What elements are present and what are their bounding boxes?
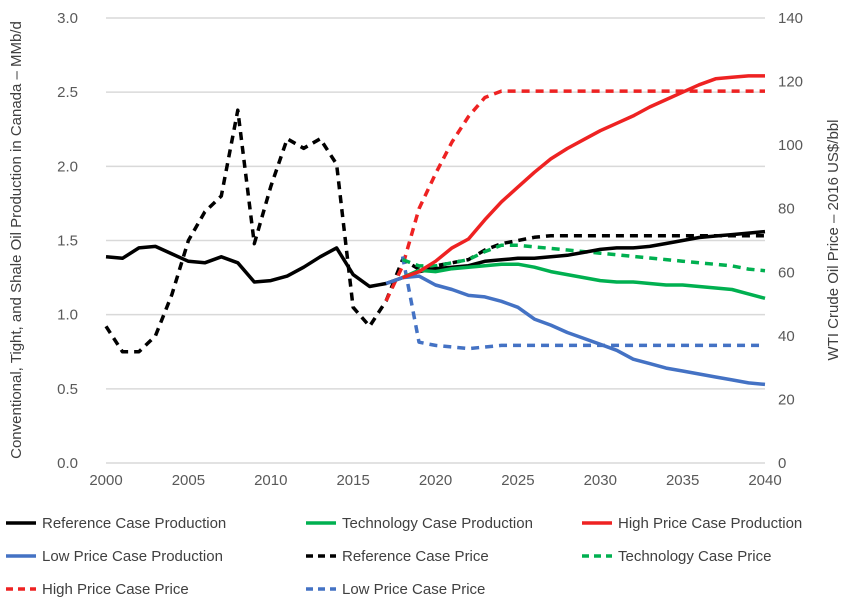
legend-item: Low Price Case Production [6, 548, 223, 565]
legend-label: Low Price Case Production [42, 548, 223, 565]
series-line-technology-case-production [401, 262, 766, 300]
legend-label: High Price Case Price [42, 581, 189, 598]
series-line-high-price-case-production [401, 74, 765, 280]
legend-label: High Price Case Production [618, 515, 802, 532]
x-axis-ticks: 2000 2005 2010 2015 2020 2025 2030 2035 2040 [89, 472, 781, 489]
legend-label: Low Price Case Price [342, 581, 485, 598]
x-tick-label: 2020 [419, 472, 452, 489]
y2-tick-label: 120 [778, 74, 803, 91]
y2-tick-label: 140 [778, 10, 803, 27]
y-tick-label: 0.0 [57, 455, 78, 472]
legend-item: Low Price Case Price [306, 581, 485, 598]
legend-item: High Price Case Production [582, 515, 802, 532]
x-tick-label: 2000 [89, 472, 122, 489]
y2-tick-label: 20 [778, 391, 795, 408]
x-tick-label: 2025 [501, 472, 534, 489]
legend-item: Reference Case Production [6, 515, 226, 532]
x-tick-label: 2005 [172, 472, 205, 489]
x-tick-label: 2010 [254, 472, 287, 489]
y-tick-label: 1.0 [57, 307, 78, 324]
y2-tick-label: 100 [778, 137, 803, 154]
series-line-reference-case-production [105, 229, 766, 289]
y2-tick-label: 40 [778, 328, 795, 345]
legend-item: Technology Case Price [582, 548, 771, 565]
series-lines [104, 74, 766, 387]
y-tick-label: 1.5 [57, 233, 78, 250]
x-tick-label: 2015 [336, 472, 369, 489]
y2-axis-title: WTI Crude Oil Price – 2016 US$/bbl [825, 120, 842, 361]
series-line-low-price-case-price [400, 256, 765, 351]
y-tick-label: 2.0 [57, 158, 78, 175]
series-line-low-price-case-production [385, 274, 766, 387]
y-tick-label: 3.0 [57, 10, 78, 27]
legend-label: Technology Case Production [342, 515, 533, 532]
y-axis-ticks: 0.0 0.5 1.0 1.5 2.0 2.5 3.0 [57, 10, 78, 472]
series-line-reference-case-price [104, 108, 765, 354]
legend-label: Technology Case Price [618, 548, 771, 565]
legend-label: Reference Case Price [342, 548, 489, 565]
legend-item: High Price Case Price [6, 581, 189, 598]
y2-tick-label: 80 [778, 201, 795, 218]
legend: Reference Case Production Technology Case… [6, 515, 802, 598]
legend-label: Reference Case Production [42, 515, 226, 532]
y-tick-label: 0.5 [57, 381, 78, 398]
y-axis-title: Conventional, Tight, and Shale Oil Produ… [8, 21, 25, 459]
x-tick-label: 2030 [584, 472, 617, 489]
y-tick-label: 2.5 [57, 84, 78, 101]
y2-tick-label: 0 [778, 455, 786, 472]
x-tick-label: 2040 [748, 472, 781, 489]
x-tick-label: 2035 [666, 472, 699, 489]
legend-item: Technology Case Production [306, 515, 533, 532]
legend-item: Reference Case Price [306, 548, 489, 565]
y2-tick-label: 60 [778, 264, 795, 281]
gridlines [106, 17, 765, 464]
y2-axis-ticks: 0 20 40 60 80 100 120 140 [778, 10, 803, 472]
